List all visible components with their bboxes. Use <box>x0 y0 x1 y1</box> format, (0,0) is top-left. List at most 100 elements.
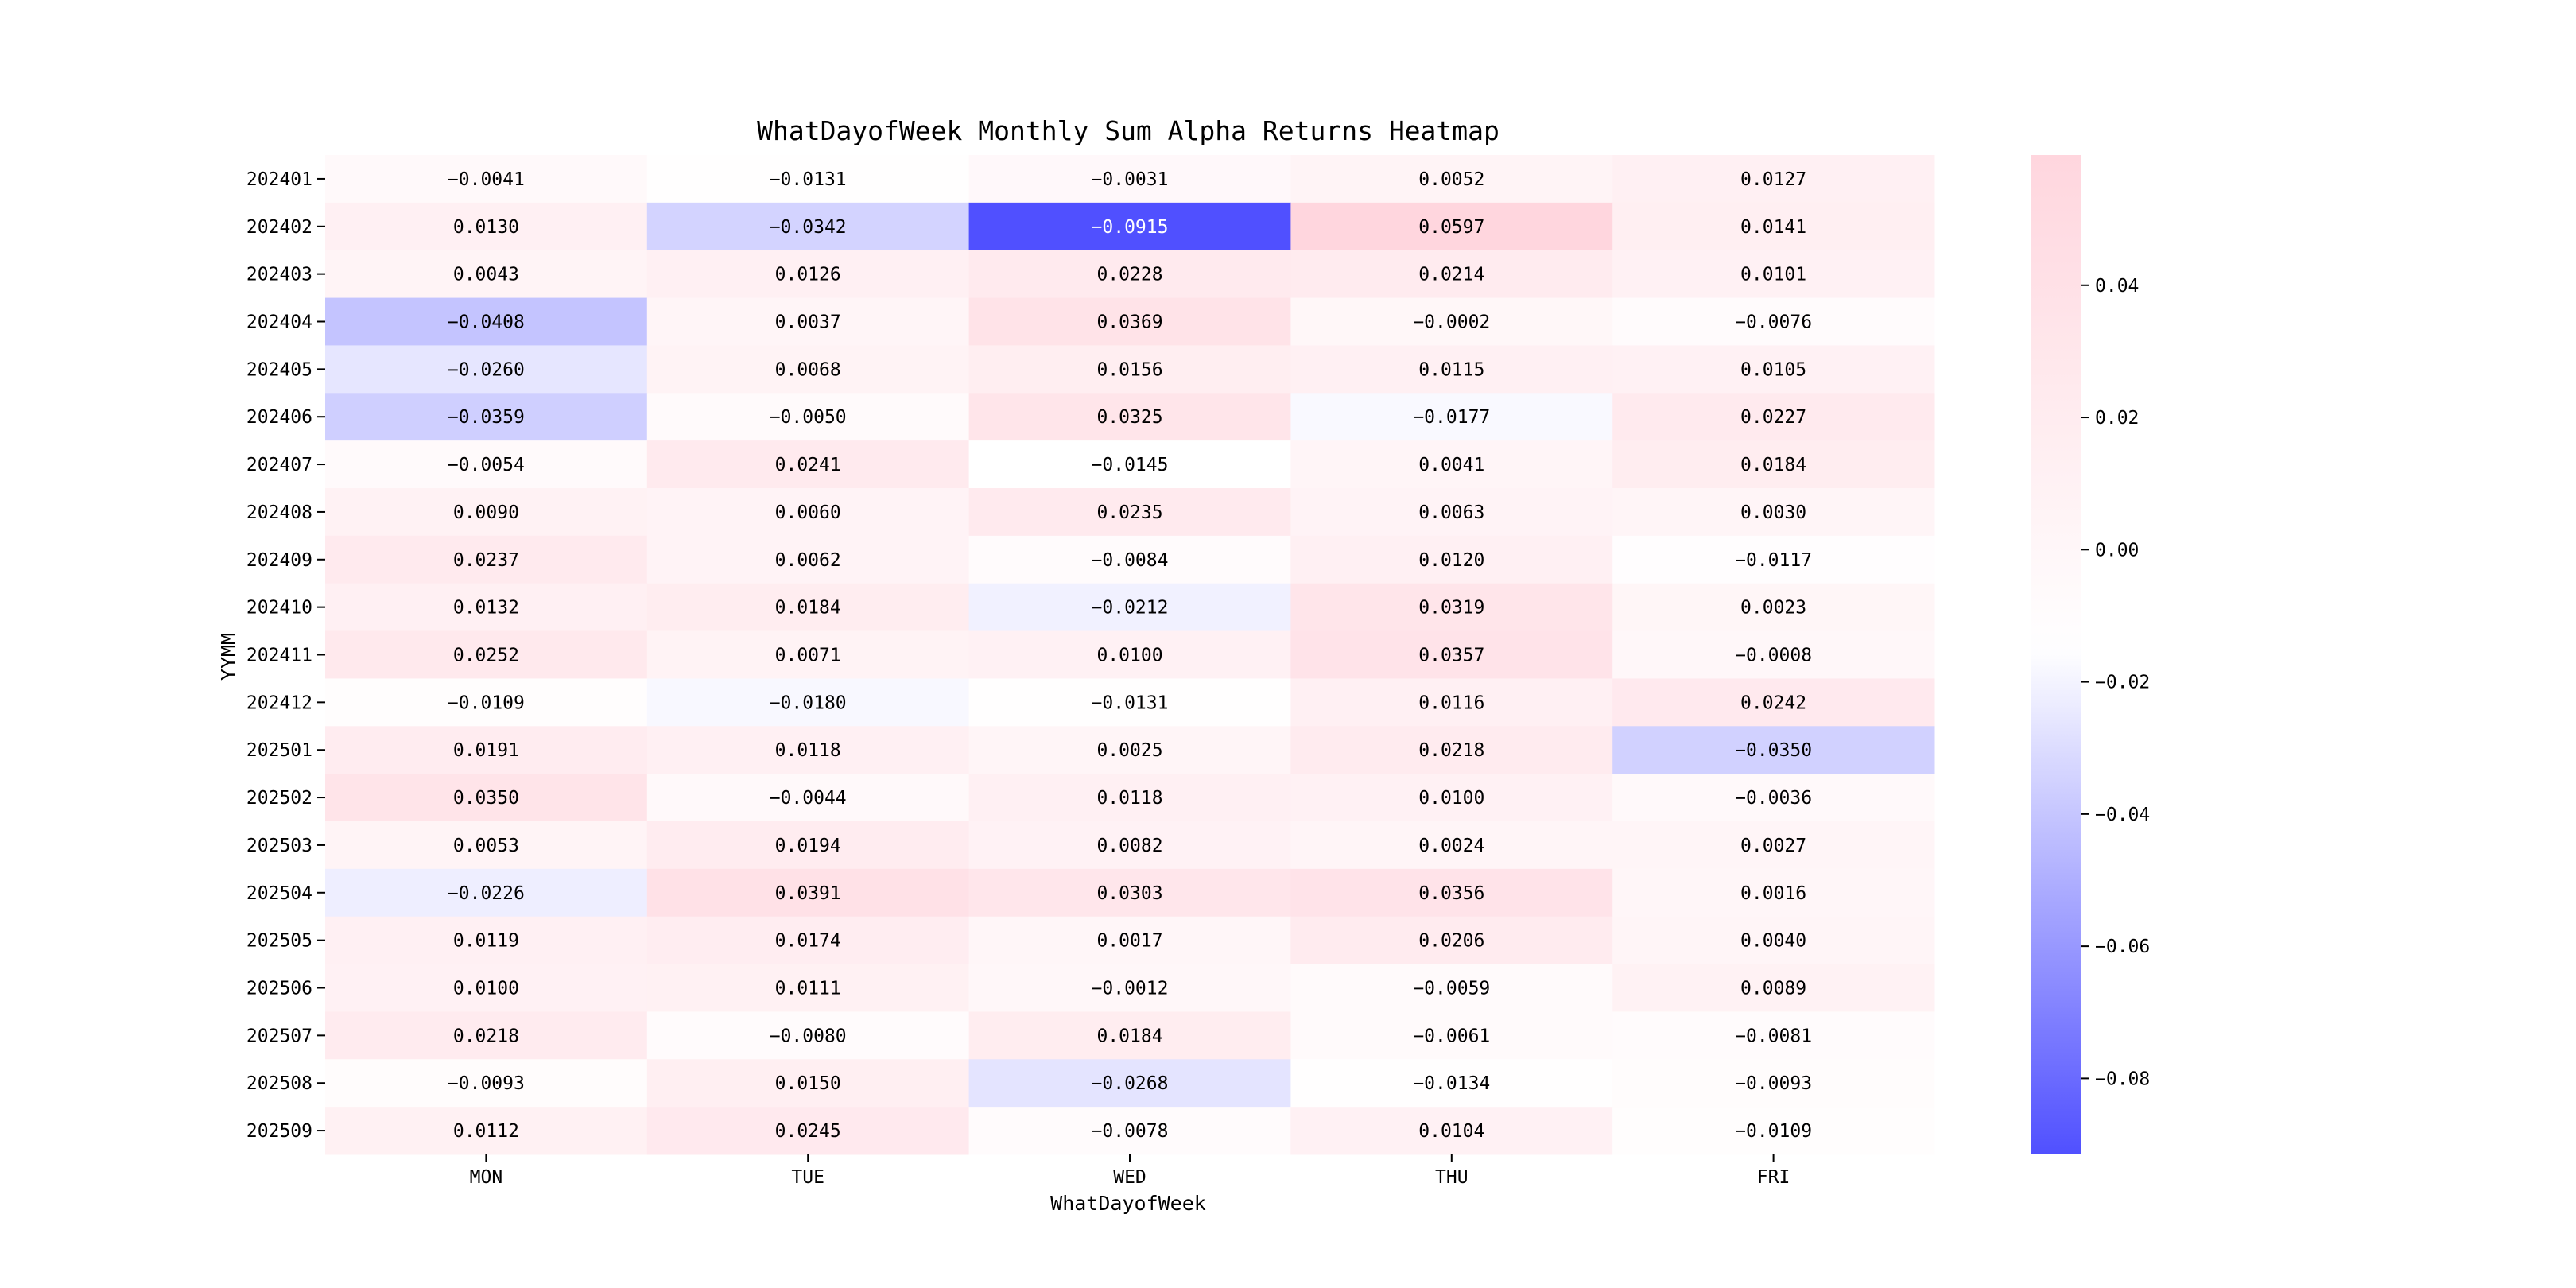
cell-value-label: 0.0041 <box>1418 455 1484 475</box>
cell-value-label: 0.0116 <box>1418 692 1484 713</box>
heatmap-cell <box>1612 535 1935 584</box>
cell-value-label: −0.0031 <box>1092 169 1169 190</box>
heatmap-cell <box>1612 774 1935 822</box>
heatmap-cell <box>968 583 1291 632</box>
cell-value-label: −0.0342 <box>770 217 847 238</box>
cell-value-label: 0.0119 <box>453 931 519 952</box>
y-tick-label: 202401 <box>246 169 312 190</box>
heatmap-cell <box>325 250 648 299</box>
heatmap-cell <box>325 440 648 489</box>
heatmap-cell <box>1290 202 1613 251</box>
heatmap-cell <box>1290 488 1613 537</box>
heatmap-cell <box>1290 297 1613 346</box>
heatmap-cell <box>325 583 648 632</box>
heatmap-cell <box>325 1059 648 1108</box>
cell-value-label: 0.0043 <box>453 265 519 285</box>
cell-value-label: −0.0076 <box>1735 312 1812 333</box>
cell-value-label: 0.0174 <box>775 931 841 952</box>
cell-value-label: 0.0303 <box>1096 883 1162 904</box>
heatmap-cell <box>325 630 648 679</box>
y-tick-label: 202509 <box>246 1121 312 1142</box>
y-tick-label: 202501 <box>246 740 312 761</box>
heatmap-cell-labels: −0.0041 −0.0131 −0.0031 0.0052 0.0127 0.0130 −… <box>448 169 1812 1142</box>
heatmap-cell <box>325 774 648 822</box>
cell-value-label: 0.0024 <box>1418 836 1484 856</box>
heatmap-cell <box>968 726 1291 774</box>
heatmap-cell <box>968 345 1291 394</box>
heatmap-cell <box>1290 155 1613 204</box>
cell-value-label: −0.0059 <box>1413 979 1490 999</box>
x-axis: MON TUE WED THU FRI <box>470 1154 1790 1188</box>
colorbar: 0.04 0.02 0.00 −0.02 −0.04 −0.06 −0.08 <box>2031 155 2150 1154</box>
cell-value-label: 0.0252 <box>453 646 519 666</box>
heatmap-cell <box>646 916 970 965</box>
cell-value-label: 0.0597 <box>1418 217 1484 238</box>
heatmap-cell <box>968 488 1291 537</box>
heatmap-cell <box>646 202 970 251</box>
heatmap-cell <box>1612 345 1935 394</box>
chart-title: WhatDayofWeek Monthly Sum Alpha Returns … <box>757 115 1499 146</box>
cell-value-label: 0.0242 <box>1740 692 1806 713</box>
cell-value-label: −0.0131 <box>1092 692 1169 713</box>
heatmap-cell <box>646 250 970 299</box>
cell-value-label: 0.0068 <box>775 359 841 380</box>
cell-value-label: 0.0118 <box>1096 788 1162 809</box>
heatmap-cell <box>1612 916 1935 965</box>
y-tick-label: 202507 <box>246 1026 312 1046</box>
cell-value-label: 0.0062 <box>775 550 841 571</box>
y-tick-label: 202406 <box>246 407 312 428</box>
heatmap-cell <box>646 393 970 441</box>
y-tick-label: 202412 <box>246 692 312 713</box>
cell-value-label: 0.0245 <box>775 1121 841 1142</box>
cell-value-label: 0.0350 <box>453 788 519 809</box>
heatmap-cell <box>646 774 970 822</box>
heatmap-cell <box>325 1107 648 1155</box>
cell-value-label: 0.0052 <box>1418 169 1484 190</box>
cell-value-label: −0.0260 <box>448 359 525 380</box>
heatmap-cell <box>646 535 970 584</box>
y-tick-label: 202503 <box>246 836 312 856</box>
heatmap-cell <box>1290 250 1613 299</box>
cell-value-label: 0.0141 <box>1740 217 1806 238</box>
heatmap-cell <box>968 774 1291 822</box>
heatmap-cell <box>968 250 1291 299</box>
heatmap-cell <box>646 964 970 1012</box>
cell-value-label: 0.0319 <box>1418 598 1484 619</box>
heatmap-cell <box>1612 1107 1935 1155</box>
cell-value-label: 0.0150 <box>775 1073 841 1094</box>
heatmap-cell <box>968 1107 1291 1155</box>
heatmap-cell <box>1290 774 1613 822</box>
cell-value-label: −0.0054 <box>448 455 525 475</box>
heatmap-cell <box>646 345 970 394</box>
cell-value-label: 0.0071 <box>775 646 841 666</box>
x-axis-label: WhatDayofWeek <box>1050 1192 1206 1215</box>
heatmap-cell <box>646 630 970 679</box>
heatmap-cell <box>325 535 648 584</box>
heatmap-cell <box>1612 202 1935 251</box>
heatmap-cell <box>646 297 970 346</box>
cell-value-label: 0.0090 <box>453 502 519 523</box>
cell-value-label: 0.0016 <box>1740 883 1806 904</box>
cell-value-label: 0.0037 <box>775 312 841 333</box>
heatmap-cell <box>1290 583 1613 632</box>
cell-value-label: 0.0115 <box>1418 359 1484 380</box>
cell-value-label: 0.0369 <box>1096 312 1162 333</box>
heatmap-cell <box>1612 155 1935 204</box>
heatmap-cell <box>1290 393 1613 441</box>
heatmap-cell <box>325 345 648 394</box>
heatmap-cell <box>1290 1059 1613 1108</box>
heatmap-cell <box>1290 916 1613 965</box>
heatmap-cell <box>1290 535 1613 584</box>
cell-value-label: −0.0109 <box>1735 1121 1812 1142</box>
cell-value-label: −0.0131 <box>770 169 847 190</box>
heatmap-cell <box>325 393 648 441</box>
cell-value-label: −0.0408 <box>448 312 525 333</box>
cell-value-label: −0.0036 <box>1735 788 1812 809</box>
cell-value-label: 0.0132 <box>453 598 519 619</box>
cell-value-label: 0.0228 <box>1096 265 1162 285</box>
y-tick-label: 202508 <box>246 1073 312 1094</box>
colorbar-tick-label: −0.06 <box>2095 937 2150 957</box>
y-tick-label: 202505 <box>246 931 312 952</box>
cell-value-label: −0.0359 <box>448 407 525 428</box>
x-tick-label: MON <box>470 1167 503 1188</box>
